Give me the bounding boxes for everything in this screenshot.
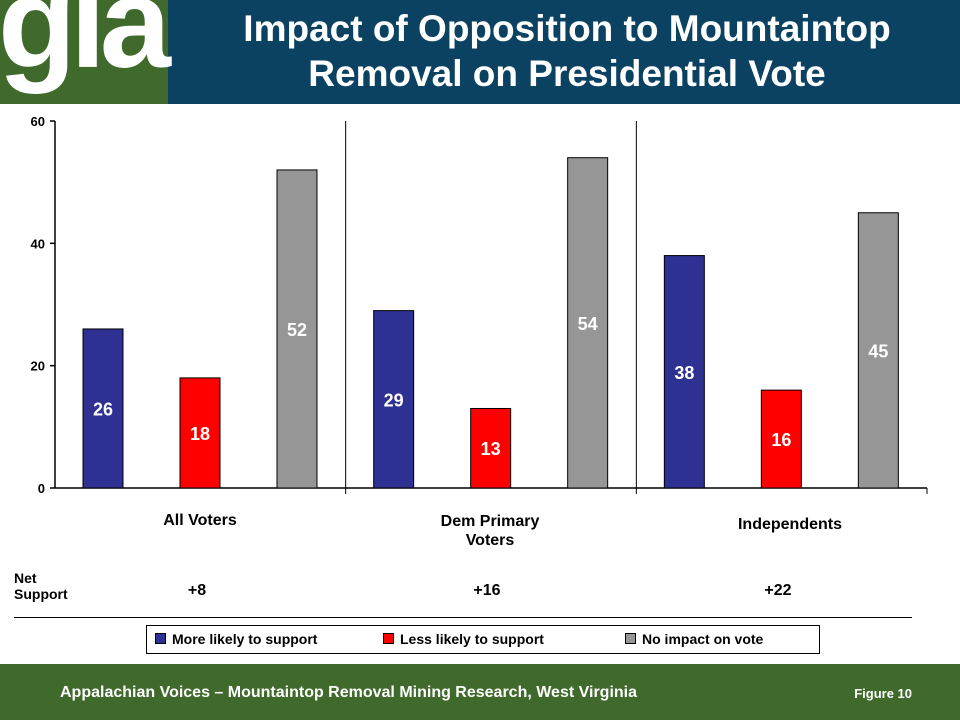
footer-text: Appalachian Voices – Mountaintop Removal…	[60, 684, 638, 701]
title-line-1: Impact of Opposition to Mountaintop	[243, 8, 891, 49]
bar-value-label: 29	[384, 390, 404, 410]
y-tick-label: 20	[31, 359, 45, 374]
net-support-label-line: Support	[14, 586, 68, 602]
bar-value-label: 26	[93, 399, 113, 419]
net-support-value: +22	[764, 582, 792, 599]
bar-chart: 0 20 40 60 26 18 52 29 13 54 38 16 45	[31, 114, 928, 496]
group-label-line: Voters	[465, 532, 515, 549]
bar	[567, 157, 609, 489]
bar-value-label: 54	[578, 314, 598, 334]
bar	[663, 255, 705, 489]
net-support-label-line: Net	[14, 570, 37, 586]
bar	[179, 377, 221, 489]
legend-label: More likely to support	[172, 631, 318, 647]
header-banner: gla Impact of Opposition to Mountaintop …	[0, 0, 960, 104]
bar-value-label: 45	[868, 341, 888, 361]
bar	[276, 169, 318, 489]
footer-bar: Appalachian Voices – Mountaintop Removal…	[0, 664, 960, 720]
legend-item-no-impact: No impact on vote	[625, 631, 763, 647]
logo-text: gla	[0, 0, 171, 95]
group-label-line: Dem Primary	[440, 513, 540, 530]
y-tick-label: 60	[31, 114, 45, 129]
bar-value-label: 52	[287, 320, 307, 340]
group-label-line: Independents	[737, 516, 842, 533]
group-label-independents: Independents	[705, 515, 875, 534]
net-support-label: Net Support	[14, 570, 68, 602]
bar-value-label: 16	[771, 430, 791, 450]
bar	[82, 328, 124, 489]
divider-line	[14, 617, 912, 618]
group-label-all-voters: All Voters	[120, 511, 280, 530]
legend-label: No impact on vote	[642, 631, 764, 647]
net-support-value: +8	[187, 582, 207, 599]
legend-swatch	[155, 633, 166, 644]
bar-value-label: 13	[481, 439, 501, 459]
figure-number: Figure 10	[854, 686, 912, 701]
bar	[857, 212, 899, 489]
title-line-2: Removal on Presidential Vote	[308, 53, 826, 94]
group-label-line: All Voters	[163, 512, 237, 529]
bar-value-label: 38	[674, 363, 694, 383]
legend-item-more-likely: More likely to support	[155, 631, 317, 647]
y-tick-label: 40	[31, 236, 45, 251]
chart-legend: More likely to support Less likely to su…	[146, 625, 820, 654]
legend-swatch	[625, 633, 636, 644]
page-title: Impact of Opposition to Mountaintop Remo…	[182, 6, 952, 96]
legend-item-less-likely: Less likely to support	[383, 631, 544, 647]
net-support-value: +16	[473, 582, 501, 599]
legend-label: Less likely to support	[400, 631, 544, 647]
bar	[760, 389, 802, 489]
gla-logo: gla	[0, 0, 171, 104]
bar	[470, 407, 512, 489]
bar	[373, 310, 415, 489]
y-tick-label: 0	[38, 481, 45, 496]
bar-value-label: 18	[190, 424, 210, 444]
legend-swatch	[383, 633, 394, 644]
group-label-dem-primary: Dem Primary Voters	[400, 512, 580, 550]
